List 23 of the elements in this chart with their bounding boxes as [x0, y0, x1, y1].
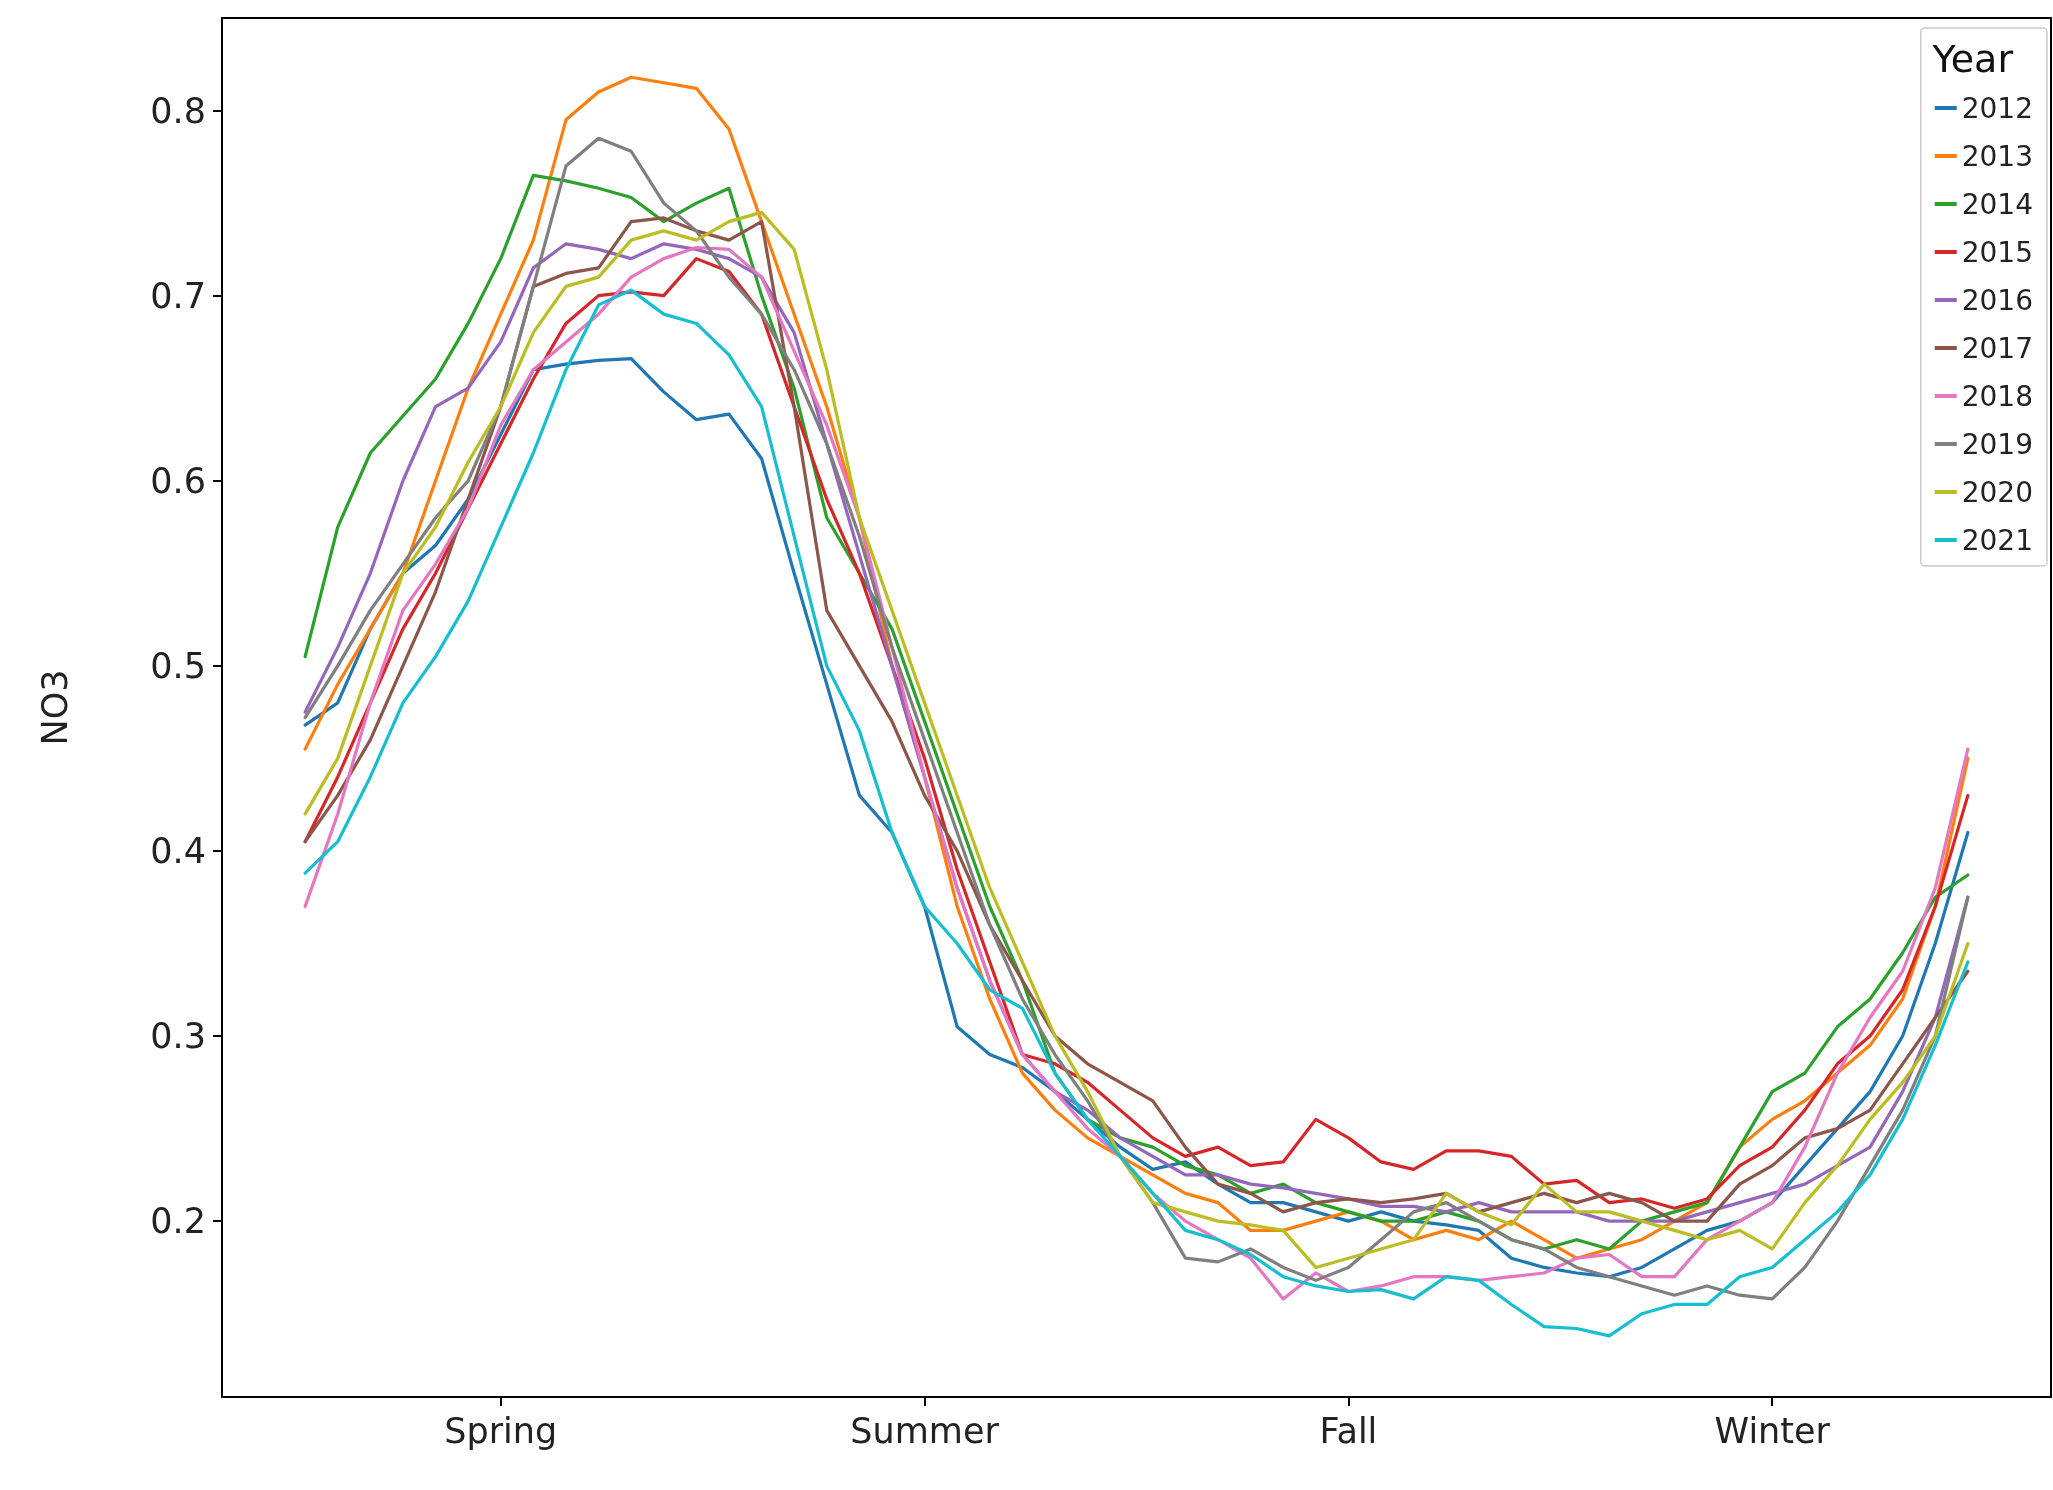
legend-label: 2021 [1961, 523, 2034, 557]
x-tick-label: Winter [1714, 1410, 1831, 1451]
legend-label: 2019 [1961, 427, 2034, 461]
legend-label: 2015 [1961, 235, 2034, 269]
y-tick-label: 0.2 [150, 1201, 206, 1242]
legend-label: 2018 [1961, 379, 2034, 413]
legend-label: 2013 [1961, 139, 2034, 173]
x-tick-label: Fall [1319, 1410, 1378, 1451]
legend-label: 2020 [1961, 475, 2034, 509]
y-tick-label: 0.5 [150, 645, 206, 686]
legend-label: 2014 [1961, 187, 2034, 221]
y-tick-label: 0.4 [150, 830, 206, 871]
y-tick-label: 0.7 [150, 275, 206, 316]
y-axis-title: NO3 [34, 669, 75, 746]
legend-label: 2017 [1961, 331, 2034, 365]
x-tick-label: Summer [850, 1410, 1000, 1451]
x-tick-label: Spring [444, 1410, 558, 1451]
legend-title: Year [1931, 37, 2014, 81]
legend-label: 2016 [1961, 283, 2034, 317]
y-tick-label: 0.8 [150, 90, 206, 131]
y-tick-label: 0.3 [150, 1016, 206, 1057]
y-tick-label: 0.6 [150, 460, 206, 501]
legend-label: 2012 [1961, 91, 2034, 125]
